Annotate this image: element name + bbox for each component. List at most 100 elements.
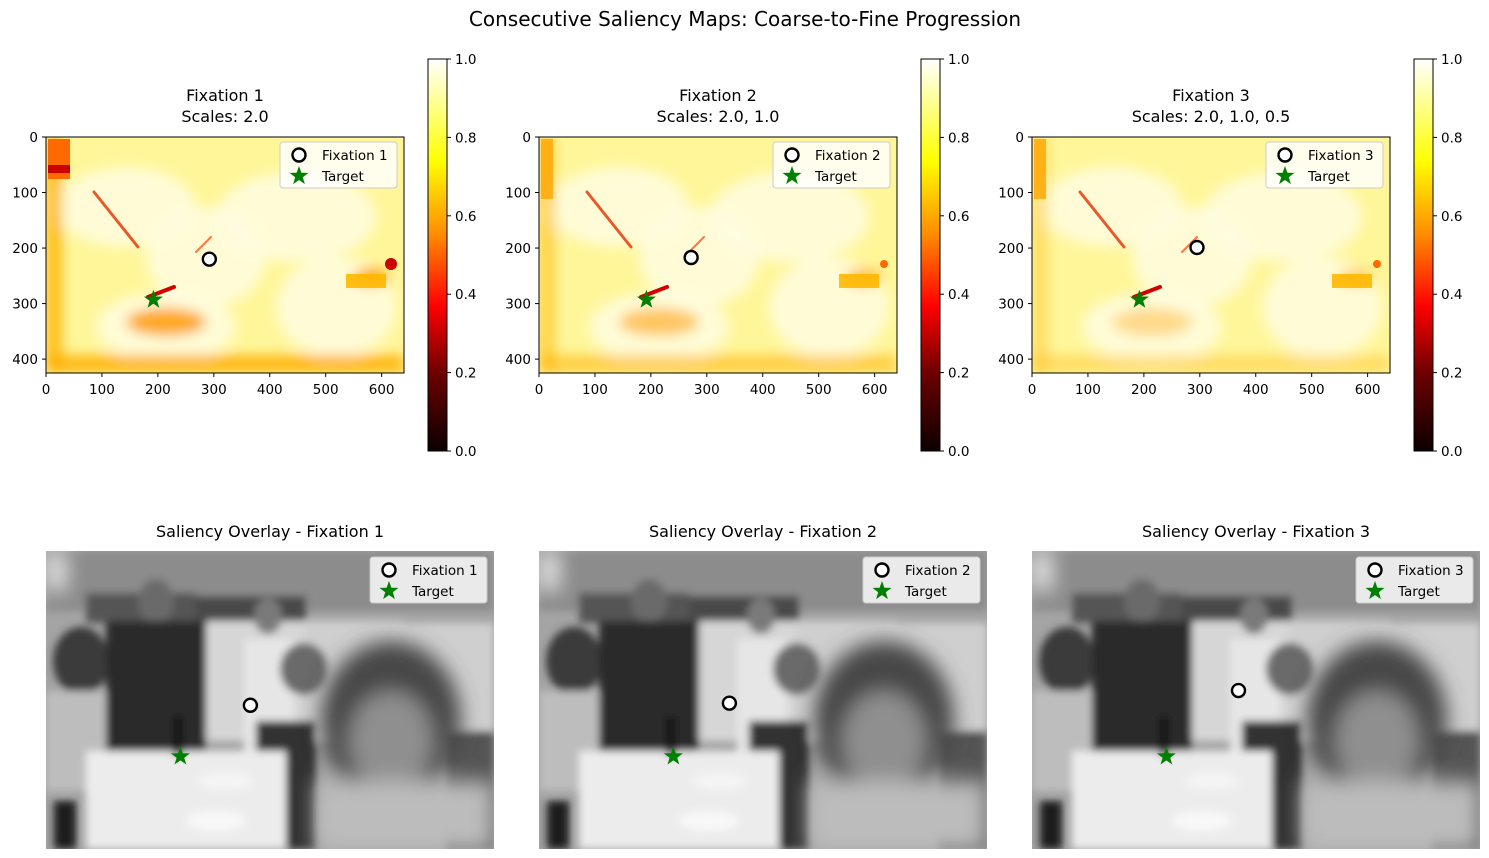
x-tick-label: 200 bbox=[145, 382, 171, 398]
colorbar-tick-label: 0.0 bbox=[948, 444, 969, 460]
y-tick-label: 100 bbox=[505, 186, 531, 202]
fixation-marker bbox=[721, 695, 738, 711]
legend-frame bbox=[1265, 141, 1384, 189]
legend-target-marker bbox=[289, 166, 309, 185]
legend-fixation-marker bbox=[1277, 147, 1293, 163]
warm-table bbox=[126, 308, 206, 336]
legend-fixation-marker bbox=[381, 562, 397, 578]
legend: Fixation 2 Target bbox=[862, 556, 981, 604]
edge-stroke bbox=[1078, 190, 1126, 249]
target-marker bbox=[170, 746, 190, 765]
light-patch bbox=[709, 172, 869, 262]
legend-frame bbox=[369, 556, 488, 604]
woman-face bbox=[1335, 691, 1419, 791]
legend-frame bbox=[1355, 556, 1474, 604]
person-standing-head bbox=[138, 579, 174, 623]
legend: Fixation 2 Target bbox=[772, 141, 891, 189]
edge-stroke bbox=[585, 190, 633, 249]
legend: Fixation 1 Target bbox=[279, 141, 398, 189]
legend-target-marker bbox=[872, 581, 892, 600]
saliency-texture bbox=[1032, 137, 1390, 373]
woman-shoulder bbox=[316, 781, 494, 849]
saliency-map bbox=[539, 137, 897, 373]
legend-fixation-label: Fixation 3 bbox=[1398, 563, 1464, 579]
x-tick-label: 300 bbox=[694, 382, 720, 398]
warm-table bbox=[1112, 308, 1192, 336]
target-marker bbox=[636, 289, 656, 308]
bottle bbox=[54, 801, 76, 849]
legend: Fixation 3 Target bbox=[1265, 141, 1384, 189]
x-tick-label: 600 bbox=[369, 382, 395, 398]
legend-target-marker bbox=[1275, 166, 1295, 185]
window-glare bbox=[1032, 551, 1052, 591]
x-tick-label: 100 bbox=[89, 382, 115, 398]
person-left-head bbox=[53, 627, 109, 695]
person-standing-head bbox=[1124, 579, 1160, 623]
man-right-head bbox=[1266, 643, 1314, 695]
y-tick-label: 100 bbox=[998, 186, 1024, 202]
person-left-head bbox=[546, 627, 602, 695]
colorbar-tick-label: 0.6 bbox=[455, 209, 476, 225]
panel-subtitle: Scales: 2.0 bbox=[181, 107, 268, 126]
legend: Fixation 1 Target bbox=[369, 556, 488, 604]
legend-fixation-label: Fixation 3 bbox=[1308, 148, 1374, 164]
edge-stroke bbox=[688, 236, 705, 253]
colorbar-tick-label: 0.8 bbox=[948, 130, 969, 146]
legend-target-label: Target bbox=[1307, 169, 1350, 185]
x-tick-label: 0 bbox=[535, 382, 544, 398]
x-tick-label: 400 bbox=[750, 382, 776, 398]
legend-target-marker bbox=[782, 166, 802, 185]
panel-subtitle: Scales: 2.0, 1.0 bbox=[657, 107, 780, 126]
x-tick-label: 400 bbox=[257, 382, 283, 398]
plate bbox=[691, 772, 747, 790]
man-right-head bbox=[773, 643, 821, 695]
person-standing-body bbox=[599, 621, 699, 761]
plate bbox=[1172, 811, 1232, 831]
window-glare bbox=[539, 551, 559, 591]
person-left-head bbox=[1039, 627, 1095, 695]
x-tick-label: 600 bbox=[862, 382, 888, 398]
panel-title: Saliency Overlay - Fixation 3 bbox=[1142, 522, 1370, 541]
fixation-marker bbox=[1230, 682, 1247, 699]
colorbar-tick-label: 0.6 bbox=[1441, 209, 1462, 225]
plate bbox=[198, 772, 254, 790]
woman-shoulder bbox=[1302, 781, 1480, 849]
legend-fixation-marker bbox=[784, 147, 800, 163]
photo-foreground bbox=[46, 551, 494, 849]
person-standing-body bbox=[1092, 621, 1192, 761]
legend-target-label: Target bbox=[904, 584, 947, 600]
x-tick-label: 300 bbox=[1187, 382, 1213, 398]
x-tick-label: 600 bbox=[1355, 382, 1381, 398]
x-tick-label: 300 bbox=[201, 382, 227, 398]
heatmap-panel-2: Fixation 2 Scales: 2.0, 1.0 0 100 200 300 400 5… bbox=[505, 52, 969, 460]
colorbar-tick-label: 1.0 bbox=[1441, 52, 1462, 68]
hot-spot bbox=[1373, 260, 1381, 268]
colorbar-tick-label: 0.2 bbox=[948, 366, 969, 382]
hot-spot bbox=[880, 260, 888, 268]
y-tick-label: 200 bbox=[505, 241, 531, 257]
warm-block bbox=[346, 274, 386, 288]
y-tick-label: 400 bbox=[12, 352, 38, 368]
overlay-panel-3: Saliency Overlay - Fixation 3 Fixation 3 T… bbox=[1032, 522, 1480, 849]
legend-fixation-marker bbox=[874, 562, 890, 578]
woman-shoulder bbox=[809, 781, 987, 849]
target-marker bbox=[1129, 289, 1149, 308]
y-tick-label: 0 bbox=[522, 130, 531, 146]
colorbar bbox=[427, 58, 448, 452]
legend-target-label: Target bbox=[321, 169, 364, 185]
hot-corner-core bbox=[48, 165, 70, 173]
edge-bottom bbox=[1032, 355, 1390, 373]
hot-corner bbox=[541, 139, 553, 199]
photo-foreground bbox=[539, 551, 987, 849]
y-tick-label: 300 bbox=[505, 297, 531, 313]
x-tick-label: 200 bbox=[1131, 382, 1157, 398]
photo-scene bbox=[539, 551, 987, 849]
x-tick-label: 200 bbox=[638, 382, 664, 398]
y-tick-label: 300 bbox=[998, 297, 1024, 313]
legend-fixation-marker bbox=[1367, 562, 1383, 578]
legend-fixation-label: Fixation 1 bbox=[322, 148, 388, 164]
colorbar-tick-label: 0.0 bbox=[455, 444, 476, 460]
colorbar-tick-label: 0.4 bbox=[1441, 287, 1462, 303]
legend-frame bbox=[862, 556, 981, 604]
plate bbox=[1184, 772, 1240, 790]
